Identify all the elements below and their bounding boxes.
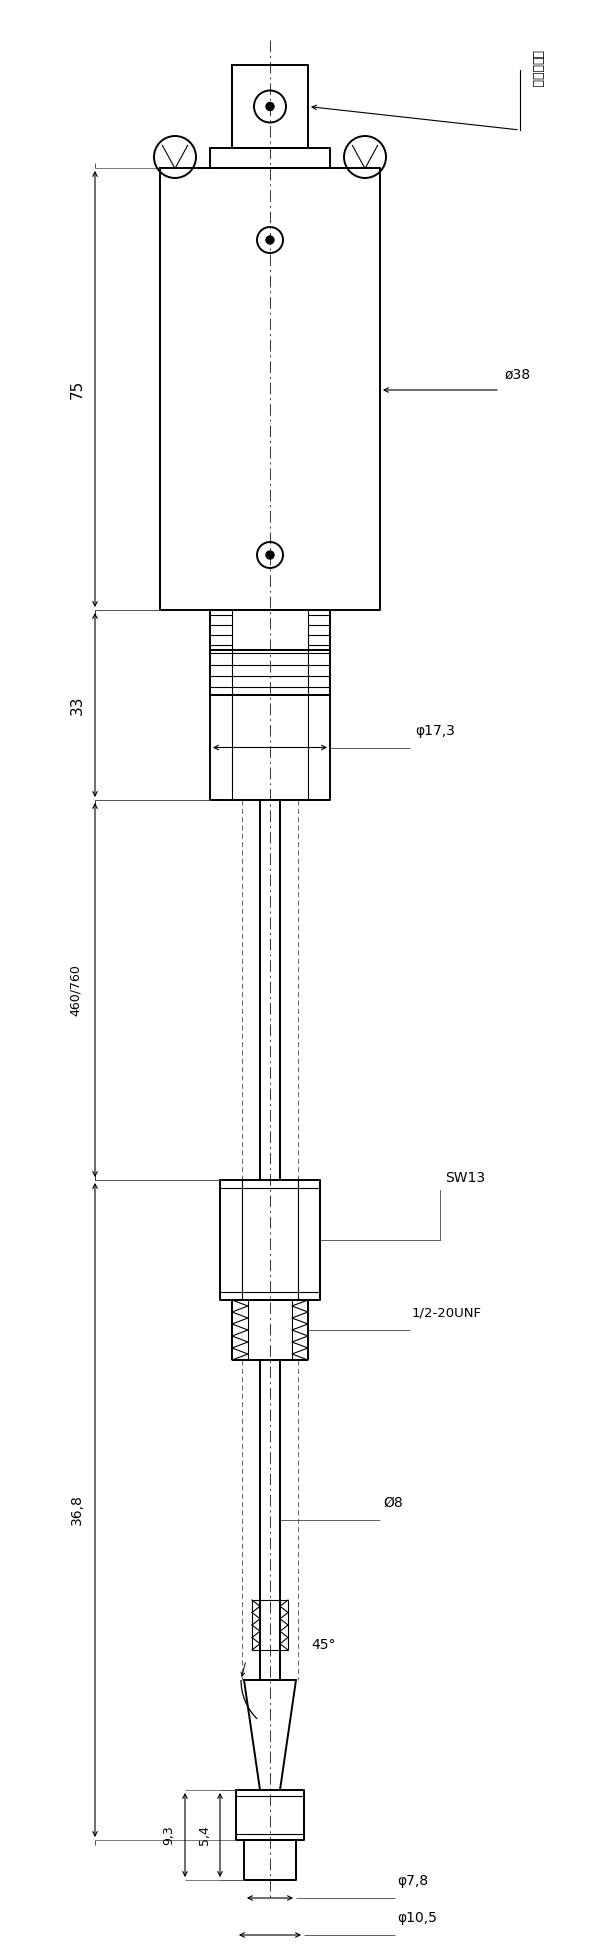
Text: φ17,3: φ17,3	[415, 723, 455, 737]
Text: 36,8: 36,8	[70, 1495, 84, 1526]
Text: 9,3: 9,3	[163, 1826, 176, 1845]
Text: ø38: ø38	[505, 368, 531, 382]
Text: 33: 33	[70, 695, 85, 715]
Text: 460/760: 460/760	[68, 964, 82, 1017]
Text: Ø8: Ø8	[383, 1497, 403, 1510]
Text: 压力传感器: 压力传感器	[530, 51, 543, 88]
Text: φ10,5: φ10,5	[397, 1910, 437, 1926]
Text: SW13: SW13	[445, 1171, 485, 1185]
Text: 75: 75	[70, 380, 85, 398]
Circle shape	[266, 102, 274, 110]
Circle shape	[266, 235, 274, 245]
Text: φ7,8: φ7,8	[397, 1875, 428, 1888]
Text: 1/2-20UNF: 1/2-20UNF	[412, 1307, 482, 1320]
Circle shape	[266, 550, 274, 558]
Text: 45°: 45°	[311, 1638, 335, 1651]
Text: 5,4: 5,4	[197, 1826, 211, 1845]
